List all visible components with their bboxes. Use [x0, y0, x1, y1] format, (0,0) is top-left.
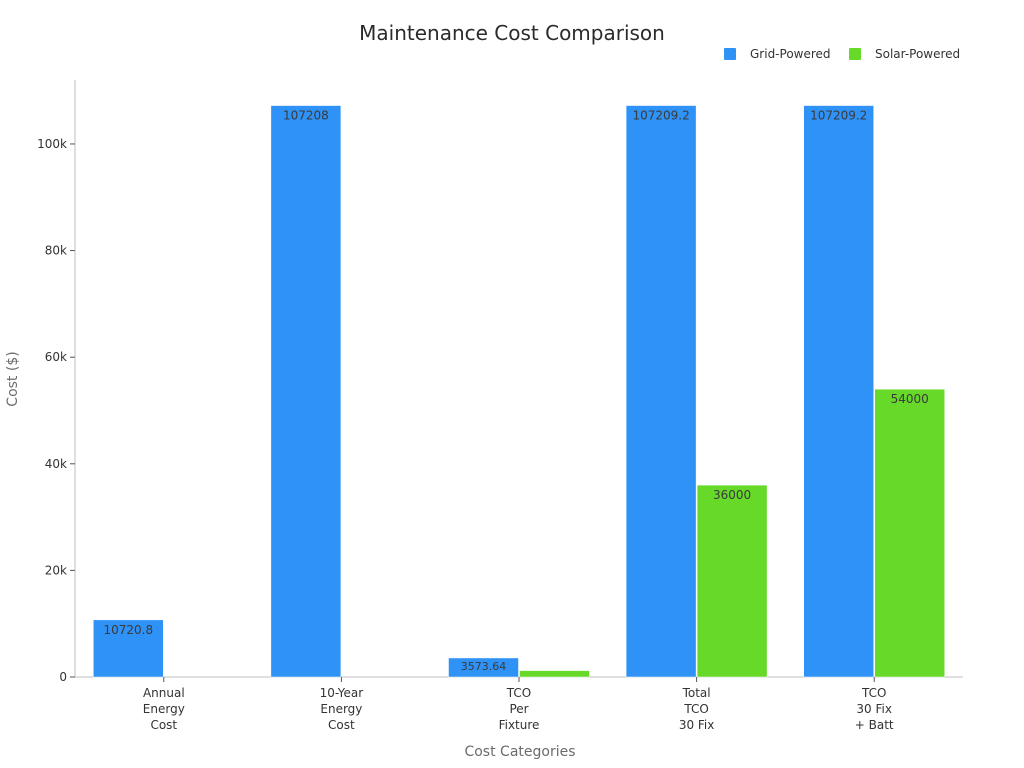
- legend-label-grid: Grid-Powered: [750, 47, 831, 61]
- bar-grid-powered: [270, 105, 342, 678]
- y-tick-label: 0: [59, 670, 67, 684]
- bar-grid-powered: [448, 657, 519, 678]
- bar-value-label: 54000: [891, 392, 929, 406]
- y-tick-label: 60k: [45, 350, 67, 364]
- bar-value-label: 3573.64: [461, 660, 507, 673]
- bar-grid-powered: [625, 105, 697, 678]
- y-axis-title: Cost ($): [5, 351, 21, 406]
- bar-value-label: 107209.2: [632, 109, 689, 123]
- x-ticks: Annual Energy Cost 10-Year Energy Cost TCO Per F…: [143, 677, 894, 732]
- bar-value-label: 10720.8: [103, 623, 153, 637]
- x-axis-title: Cost Categories: [464, 744, 575, 760]
- x-tick-label: Per: [509, 702, 528, 716]
- x-tick-label: Energy: [143, 702, 185, 716]
- bar-solar-powered: [696, 484, 768, 678]
- x-tick-label: 30 Fix: [679, 718, 715, 732]
- bars: 10720.8 107208 3573.64 107209.2 36000 107209.…: [93, 105, 945, 678]
- x-tick-label: TCO: [506, 686, 531, 700]
- y-tick-label: 100k: [37, 137, 67, 151]
- x-tick-label: Fixture: [499, 718, 540, 732]
- x-tick-label: TCO: [683, 702, 708, 716]
- y-tick-label: 40k: [45, 457, 67, 471]
- bar-value-label: 107208: [283, 109, 329, 123]
- bar-grid-powered: [93, 619, 164, 678]
- x-tick-label: Total: [682, 686, 711, 700]
- x-tick-label: + Batt: [855, 718, 894, 732]
- x-tick-label: 30 Fix: [856, 702, 892, 716]
- bar-value-label: 36000: [713, 488, 751, 502]
- bar-solar-powered: [519, 670, 590, 678]
- x-tick-label: Annual: [143, 686, 185, 700]
- legend: Grid-Powered Solar-Powered: [724, 47, 960, 61]
- x-tick-label: TCO: [861, 686, 886, 700]
- x-tick-label: 10-Year: [320, 686, 364, 700]
- x-tick-label: Cost: [328, 718, 355, 732]
- legend-swatch-solar: [849, 48, 861, 60]
- y-tick-label: 80k: [45, 244, 67, 258]
- bar-value-label: 107209.2: [810, 109, 867, 123]
- y-tick-label: 20k: [45, 563, 67, 577]
- chart-title: Maintenance Cost Comparison: [359, 21, 665, 45]
- y-ticks: 0 20k 40k 60k 80k 100k: [37, 137, 75, 684]
- bar-grid-powered: [803, 105, 874, 678]
- x-tick-label: Energy: [320, 702, 362, 716]
- bar-solar-powered: [874, 388, 945, 678]
- x-tick-label: Cost: [150, 718, 177, 732]
- legend-swatch-grid: [724, 48, 736, 60]
- legend-label-solar: Solar-Powered: [875, 47, 960, 61]
